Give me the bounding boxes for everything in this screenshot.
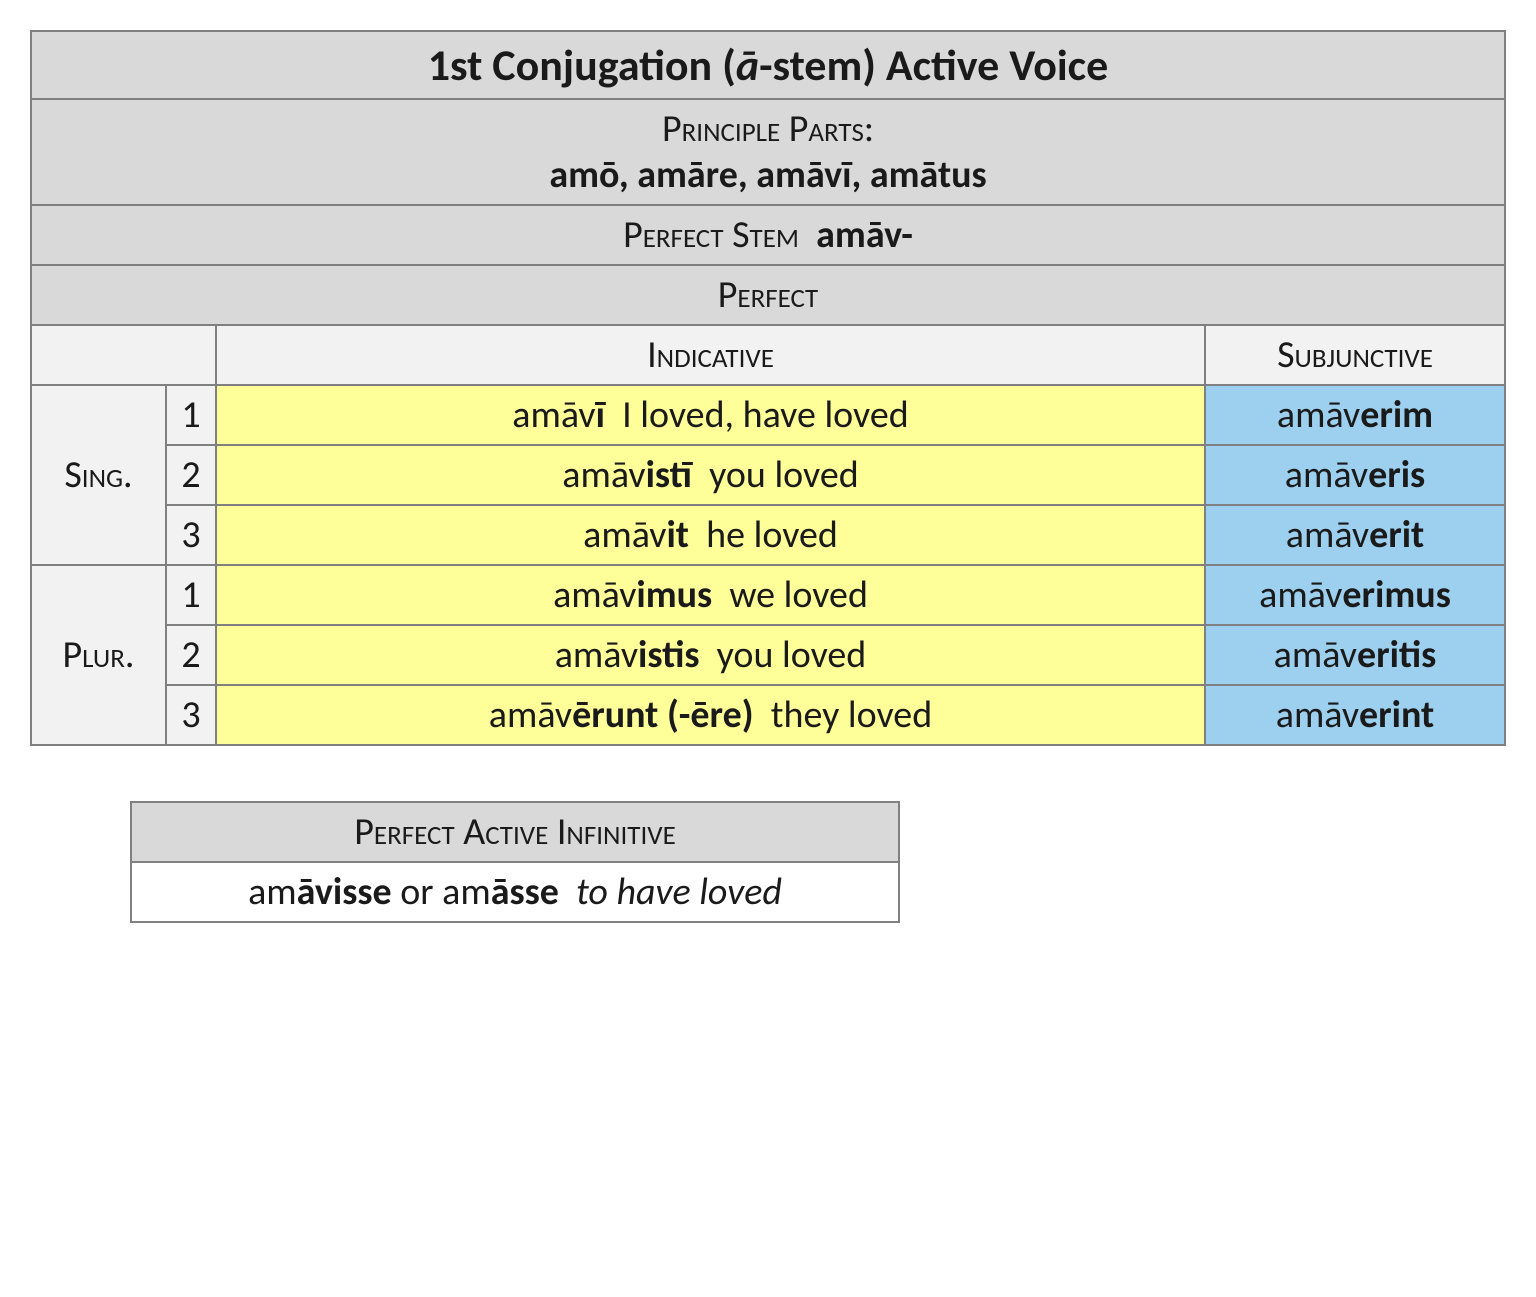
- table-row: 3 amāvit he loved amāverit: [31, 505, 1505, 565]
- table-row: 2 amāvistī you loved amāveris: [31, 445, 1505, 505]
- tense-label: Perfect: [31, 265, 1505, 325]
- principal-parts-label: Principle Parts:: [662, 106, 874, 152]
- subjunctive-header: Subjunctive: [1205, 325, 1505, 385]
- corner-cell: [31, 325, 216, 385]
- singular-label: Sing.: [31, 385, 166, 565]
- indicative-cell: amāvimus we loved: [216, 565, 1205, 625]
- stem-value: amāv-: [816, 212, 913, 258]
- infinitive-value: amāvisse or amāsse to have loved: [131, 862, 899, 922]
- table-row: 2 amāvistis you loved amāveritis: [31, 625, 1505, 685]
- subjunctive-cell: amāveris: [1205, 445, 1505, 505]
- table-row: 3 amāvērunt (-ēre) they loved amāverint: [31, 685, 1505, 745]
- subjunctive-cell: amāverimus: [1205, 565, 1505, 625]
- stem-label: Perfect Stem: [623, 212, 799, 258]
- principal-parts-row: Principle Parts: amō, amāre, amāvī, amāt…: [31, 99, 1505, 205]
- person-num: 2: [166, 445, 216, 505]
- person-num: 2: [166, 625, 216, 685]
- indicative-cell: amāvī I loved, have loved: [216, 385, 1205, 445]
- person-num: 1: [166, 385, 216, 445]
- perfect-stem-row: Perfect Stem amāv-: [31, 205, 1505, 265]
- infinitive-table: Perfect Active Infinitive amāvisse or am…: [130, 801, 900, 923]
- table-row: Plur. 1 amāvimus we loved amāverimus: [31, 565, 1505, 625]
- indicative-header: Indicative: [216, 325, 1205, 385]
- table-title: 1st Conjugation (ā-stem) Active Voice: [31, 31, 1505, 99]
- person-num: 3: [166, 505, 216, 565]
- subjunctive-cell: amāveritis: [1205, 625, 1505, 685]
- person-num: 1: [166, 565, 216, 625]
- indicative-cell: amāvērunt (-ēre) they loved: [216, 685, 1205, 745]
- plural-label: Plur.: [31, 565, 166, 745]
- subjunctive-cell: amāverit: [1205, 505, 1505, 565]
- subjunctive-cell: amāverim: [1205, 385, 1505, 445]
- infinitive-label: Perfect Active Infinitive: [131, 802, 899, 862]
- indicative-cell: amāvistī you loved: [216, 445, 1205, 505]
- indicative-cell: amāvit he loved: [216, 505, 1205, 565]
- subjunctive-cell: amāverint: [1205, 685, 1505, 745]
- principal-parts-value: amō, amāre, amāvī, amātus: [549, 152, 986, 198]
- indicative-cell: amāvistis you loved: [216, 625, 1205, 685]
- person-num: 3: [166, 685, 216, 745]
- conjugation-table: 1st Conjugation (ā-stem) Active Voice Pr…: [30, 30, 1506, 746]
- table-row: Sing. 1 amāvī I loved, have loved amāver…: [31, 385, 1505, 445]
